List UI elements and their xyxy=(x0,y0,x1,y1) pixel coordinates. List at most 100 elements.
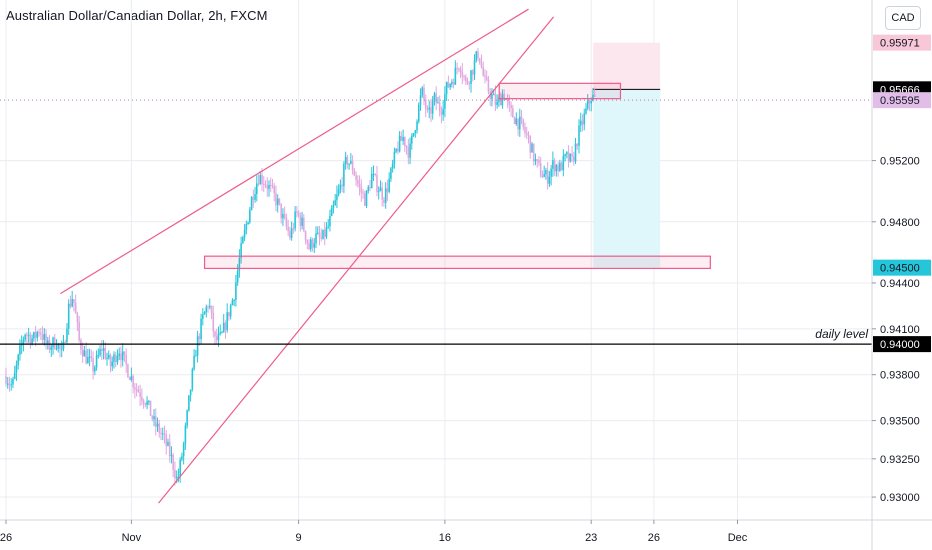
candle-body xyxy=(151,415,154,420)
candle-body xyxy=(468,83,471,85)
candle-body xyxy=(313,243,316,248)
candle-body xyxy=(332,205,335,208)
short-position-tool[interactable] xyxy=(593,42,661,268)
currency-button[interactable]: CAD xyxy=(885,6,921,30)
candle-body xyxy=(90,356,93,359)
candle-body xyxy=(66,328,68,343)
candle-body xyxy=(318,232,321,238)
candle-body xyxy=(482,67,485,76)
candle-body xyxy=(581,120,584,125)
candle-body xyxy=(546,170,549,184)
candle-body xyxy=(160,433,162,435)
candle-body xyxy=(299,215,302,226)
take-profit-zone[interactable] xyxy=(593,89,661,268)
candle-body xyxy=(555,165,558,172)
candle-body xyxy=(383,199,385,204)
candle-body xyxy=(395,148,397,152)
candle-body xyxy=(309,239,312,250)
candle-body xyxy=(116,356,119,363)
y-tick-label: 0.93250 xyxy=(880,454,920,466)
candle-body xyxy=(466,81,469,84)
grid-lines xyxy=(0,0,872,520)
candle-body xyxy=(517,118,519,130)
candle-body xyxy=(424,99,427,110)
candle-body xyxy=(92,358,94,372)
candle-body xyxy=(506,99,509,101)
candle-body xyxy=(83,350,86,357)
candle-body xyxy=(87,357,89,364)
candle-body xyxy=(158,423,161,434)
trend-line[interactable] xyxy=(60,8,529,295)
candle-body xyxy=(78,322,80,341)
candle-body xyxy=(282,213,284,219)
candle-body xyxy=(404,137,406,147)
price-label: 0.94500 xyxy=(880,263,920,275)
candle-body xyxy=(247,222,249,225)
candle-body xyxy=(344,156,347,165)
candle-body xyxy=(205,306,208,313)
candle-body xyxy=(539,163,542,177)
stop-loss-zone[interactable] xyxy=(593,42,661,90)
candle-body xyxy=(114,354,117,363)
candle-body xyxy=(76,313,79,323)
zone-rectangle[interactable] xyxy=(203,255,711,270)
x-tick-label: 23 xyxy=(585,532,597,544)
candle-body xyxy=(285,217,288,227)
candle-body xyxy=(492,94,495,96)
candle-body xyxy=(266,185,269,189)
candle-body xyxy=(513,117,516,124)
candle-body xyxy=(233,299,235,301)
candle-body xyxy=(484,75,486,77)
candle-body xyxy=(510,105,512,109)
candle-body xyxy=(181,456,183,460)
candle-body xyxy=(499,97,502,106)
candle-body xyxy=(261,175,263,184)
candle-body xyxy=(384,188,387,204)
candle-body xyxy=(524,127,526,133)
candle-body xyxy=(358,183,361,187)
candle-body xyxy=(550,168,552,177)
candle-body xyxy=(184,425,187,444)
candle-body xyxy=(186,410,188,426)
candle-body xyxy=(498,97,500,102)
candle-body xyxy=(207,306,209,308)
candle-body xyxy=(301,217,303,226)
drawings[interactable]: daily level xyxy=(0,8,872,504)
candle-body xyxy=(99,349,101,356)
candle-body xyxy=(62,341,65,349)
candle-body xyxy=(527,134,530,136)
candle-body xyxy=(592,94,594,101)
candle-body xyxy=(33,332,35,339)
candle-body xyxy=(372,173,375,175)
candle-body xyxy=(325,227,328,237)
candle-body xyxy=(167,441,169,446)
candle-body xyxy=(451,82,453,84)
candle-body xyxy=(430,107,432,114)
candle-body xyxy=(268,184,270,189)
candle-body xyxy=(567,152,570,162)
candle-body xyxy=(574,143,577,162)
candle-body xyxy=(362,192,364,194)
candle-body xyxy=(538,160,540,164)
candle-body xyxy=(583,113,586,125)
candle-body xyxy=(12,378,14,385)
candle-body xyxy=(240,243,242,259)
candle-body xyxy=(163,433,166,435)
candle-body xyxy=(170,455,173,457)
candle-body xyxy=(412,133,415,136)
candle-body xyxy=(73,299,75,303)
candle-body xyxy=(388,178,390,192)
candle-body xyxy=(593,94,596,97)
candle-body xyxy=(327,226,330,228)
candle-body xyxy=(222,322,225,333)
candle-body xyxy=(6,383,9,385)
candle-body xyxy=(200,318,202,340)
candle-body xyxy=(560,163,563,171)
candle-body xyxy=(245,224,248,230)
candle-body xyxy=(71,299,73,307)
candle-body xyxy=(579,120,582,126)
trend-line[interactable] xyxy=(158,16,555,504)
candle-body xyxy=(559,163,561,171)
zone-rectangle[interactable] xyxy=(498,82,622,100)
